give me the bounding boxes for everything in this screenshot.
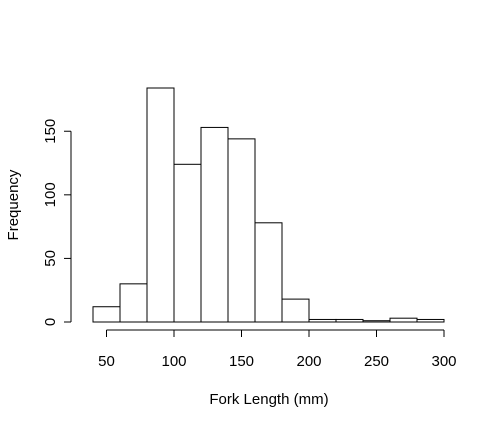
x-tick-label-150: 150 — [229, 353, 254, 370]
bars-group — [92, 87, 445, 323]
histogram-bar-6 — [254, 222, 283, 323]
histogram-bar-12 — [416, 318, 445, 323]
histogram-bar-11 — [389, 317, 418, 323]
y-tick-label-100: 100 — [42, 182, 59, 207]
x-tick-label-200: 200 — [296, 353, 321, 370]
x-axis: 50 100 150 200 250 300 — [98, 329, 457, 370]
histogram-bar-3 — [173, 163, 202, 323]
x-tick-label-100: 100 — [161, 353, 186, 370]
y-tick-label-0: 0 — [42, 318, 59, 326]
x-axis-label: Fork Length (mm) — [209, 391, 328, 408]
x-tick-label-50: 50 — [98, 353, 115, 370]
y-tick-label-150: 150 — [42, 119, 59, 144]
histogram-bar-4 — [200, 126, 229, 323]
y-axis-label: Frequency — [5, 169, 22, 240]
y-tick-label-50: 50 — [42, 250, 59, 267]
x-tick-label-250: 250 — [364, 353, 389, 370]
histogram-bar-9 — [335, 318, 364, 323]
histogram-bar-10 — [362, 320, 391, 323]
histogram-bar-7 — [281, 298, 310, 323]
histogram-bar-0 — [92, 306, 121, 323]
histogram-bar-1 — [119, 283, 148, 323]
x-tick-label-300: 300 — [431, 353, 456, 370]
histogram-bar-5 — [227, 138, 256, 323]
y-axis: 0 50 100 150 — [42, 119, 72, 326]
histogram-bar-2 — [146, 87, 175, 323]
histogram-bar-8 — [308, 318, 337, 323]
